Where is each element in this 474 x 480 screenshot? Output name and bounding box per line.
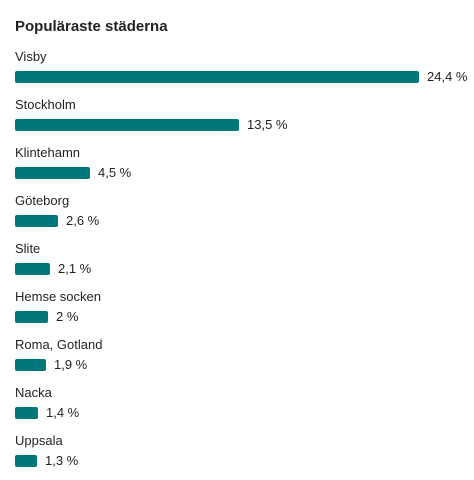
city-row: Nacka 1,4 % <box>15 385 465 429</box>
city-name: Visby <box>15 49 47 64</box>
city-row: Slite 2,1 % <box>15 241 465 285</box>
city-bar <box>15 119 239 131</box>
panel-title: Populäraste städerna <box>15 18 168 35</box>
city-bar <box>15 167 90 179</box>
city-bar <box>15 455 37 467</box>
city-bar <box>15 359 46 371</box>
city-percent: 4,5 % <box>98 165 132 180</box>
city-percent: 13,5 % <box>247 117 288 132</box>
city-name: Slite <box>15 241 41 256</box>
city-bar <box>15 407 38 419</box>
city-percent: 24,4 % <box>427 69 468 84</box>
city-bar <box>15 215 58 227</box>
city-bar <box>15 311 48 323</box>
city-row: Stockholm 13,5 % <box>15 97 465 141</box>
city-name: Göteborg <box>15 193 70 208</box>
city-name: Uppsala <box>15 433 63 448</box>
city-percent: 1,3 % <box>45 453 79 468</box>
city-bar <box>15 71 419 83</box>
city-name: Hemse socken <box>15 289 101 304</box>
city-percent: 1,9 % <box>54 357 88 372</box>
city-row: Klintehamn 4,5 % <box>15 145 465 189</box>
city-row: Uppsala 1,3 % <box>15 433 465 477</box>
city-name: Nacka <box>15 385 52 400</box>
city-percent: 1,4 % <box>46 405 80 420</box>
city-name: Roma, Gotland <box>15 337 103 352</box>
city-name: Klintehamn <box>15 145 81 160</box>
city-row: Visby 24,4 % <box>15 49 468 93</box>
city-percent: 2,6 % <box>66 213 100 228</box>
city-row: Hemse socken 2 % <box>15 289 465 333</box>
city-name: Stockholm <box>15 97 76 112</box>
city-bar <box>15 263 50 275</box>
city-row: Roma, Gotland 1,9 % <box>15 337 465 381</box>
city-percent: 2,1 % <box>58 261 92 276</box>
city-row: Göteborg 2,6 % <box>15 193 465 237</box>
city-percent: 2 % <box>56 309 79 324</box>
